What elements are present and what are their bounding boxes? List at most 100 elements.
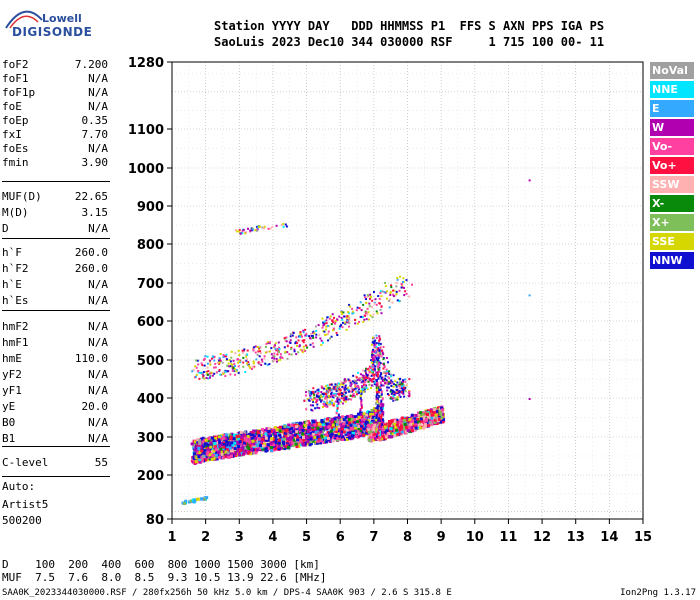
echo-pixel xyxy=(371,364,374,367)
echo-pixel xyxy=(253,448,257,452)
echo-pixel xyxy=(309,394,312,397)
echo-pixel xyxy=(378,388,381,392)
echo-pixel xyxy=(377,401,380,405)
echo-pixel xyxy=(197,447,201,450)
echo-pixel xyxy=(229,452,233,456)
echo-pixel xyxy=(359,373,362,376)
echo-pixel xyxy=(419,417,423,421)
echo-pixel xyxy=(435,409,439,413)
echo-pixel xyxy=(375,394,378,398)
echo-pixel xyxy=(336,418,339,422)
echo-pixel xyxy=(400,381,403,384)
param-name: C-level xyxy=(2,456,49,469)
echo-pixel xyxy=(269,441,273,445)
echo-pixel xyxy=(426,409,430,413)
echo-pixel xyxy=(381,410,385,414)
echo-pixel xyxy=(375,388,378,392)
echo-pixel xyxy=(223,441,227,445)
echo-pixel xyxy=(391,432,395,436)
legend-item-x: X+ xyxy=(650,214,694,231)
echo-pixel xyxy=(351,390,354,393)
echo-pixel xyxy=(386,389,389,392)
echo-pixel xyxy=(343,315,346,318)
echo-pixel xyxy=(324,436,328,440)
echo-pixel xyxy=(285,336,288,339)
param-row-fxi: fxI 7.70 xyxy=(2,128,110,142)
echo-pixel xyxy=(298,431,302,435)
echo-pixel xyxy=(301,440,305,444)
echo-pixel xyxy=(293,350,296,353)
echo-pixel xyxy=(414,420,418,424)
param-name: hmE xyxy=(2,352,22,365)
echo-pixel xyxy=(259,350,262,353)
echo-pixel xyxy=(370,295,373,298)
param-row-hf: h`F 260.0 xyxy=(2,246,110,260)
echo-pixel xyxy=(310,333,313,336)
echo-pixel xyxy=(369,377,372,380)
param-value: 55 xyxy=(94,456,108,469)
param-name: fxI xyxy=(2,128,22,141)
echo-pixel xyxy=(376,351,379,355)
echo-pixel xyxy=(232,359,235,362)
echo-pixel xyxy=(350,434,354,438)
echo-pixel xyxy=(404,390,407,393)
legend-item-nnw: NNW xyxy=(650,252,694,269)
muf-value-row: MUF 7.5 7.6 8.0 8.5 9.3 10.5 13.9 22.6 [… xyxy=(2,571,327,584)
echo-pixel xyxy=(372,363,375,366)
echo-pixel xyxy=(258,355,261,358)
echo-pixel xyxy=(426,415,430,419)
echo-pixel xyxy=(334,385,337,388)
echo-pixel xyxy=(331,427,335,431)
echo-pixel xyxy=(296,342,299,345)
echo-pixel xyxy=(236,230,239,233)
echo-pixel xyxy=(257,226,259,229)
echo-pixel xyxy=(341,321,344,324)
echo-pixel xyxy=(360,401,363,405)
echo-pixel xyxy=(395,388,398,391)
echo-pixel xyxy=(311,334,314,337)
echo-pixel xyxy=(376,399,379,403)
echo-pixel xyxy=(400,283,403,286)
echo-pixel xyxy=(396,432,400,436)
echo-pixel xyxy=(367,428,371,432)
echo-pixel xyxy=(410,426,414,429)
echo-pixel xyxy=(347,311,350,314)
echo-pixel xyxy=(263,447,267,451)
echo-pixel xyxy=(200,372,203,375)
echo-pixel xyxy=(378,349,381,353)
echo-pixel xyxy=(296,438,300,442)
echo-pixel xyxy=(293,423,297,427)
param-name: M(D) xyxy=(2,206,29,219)
echo-pixel xyxy=(222,356,225,358)
echo-pixel xyxy=(402,379,405,382)
echo-pixel xyxy=(210,449,214,453)
echo-pixel xyxy=(331,399,334,402)
echo-pixel xyxy=(379,374,382,378)
echo-pixel xyxy=(219,353,222,355)
footer-file-info: SAA0K_2023344030000.RSF / 280fx256h 50 k… xyxy=(2,588,452,598)
echo-pixel xyxy=(390,286,393,289)
echo-pixel xyxy=(315,437,318,441)
echo-pixel xyxy=(348,325,350,328)
echo-pixel xyxy=(340,392,343,395)
echo-pixel xyxy=(198,458,202,462)
echo-pixel xyxy=(393,434,397,437)
echo-pixel xyxy=(290,441,294,445)
echo-pixel xyxy=(205,371,208,374)
param-value: N/A xyxy=(88,294,108,307)
echo-pixel xyxy=(399,395,402,398)
echo-pixel xyxy=(309,435,313,439)
echo-pixel xyxy=(413,417,417,421)
legend-item-sse: SSE xyxy=(650,233,694,250)
echo-pixel xyxy=(370,429,374,433)
echo-pixel xyxy=(249,366,252,369)
echo-pixel xyxy=(401,385,404,388)
echo-pixel xyxy=(372,368,374,371)
echo-pixel xyxy=(317,422,321,426)
echo-pixel xyxy=(410,420,414,424)
x-tick-label: 15 xyxy=(634,530,652,545)
echo-pixel xyxy=(379,381,382,385)
echo-pixel xyxy=(399,418,403,422)
echo-pixel xyxy=(420,414,424,418)
param-name: MUF(D) xyxy=(2,190,42,203)
